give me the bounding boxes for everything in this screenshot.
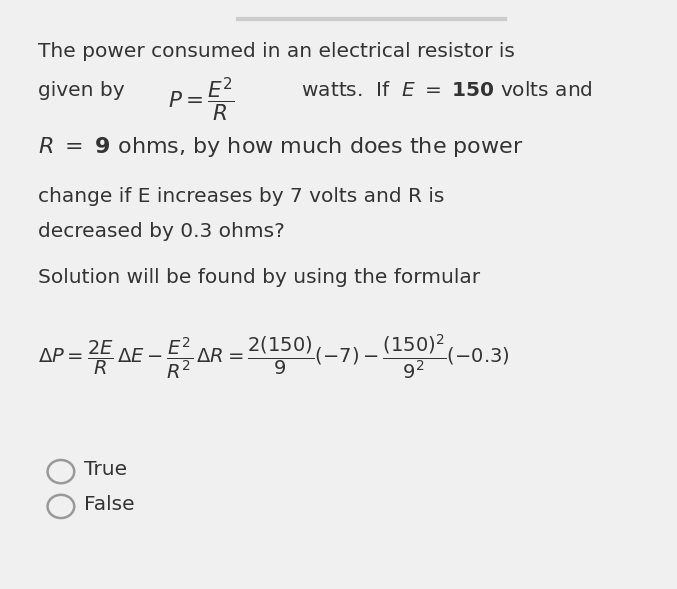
Text: $\mathit{R}$ $=$ $\mathbf{9}$ ohms, by how much does the power: $\mathit{R}$ $=$ $\mathbf{9}$ ohms, by h… bbox=[37, 135, 523, 159]
Text: change if E increases by 7 volts and R is: change if E increases by 7 volts and R i… bbox=[37, 187, 444, 206]
Text: Solution will be found by using the formular: Solution will be found by using the form… bbox=[37, 269, 480, 287]
Text: The power consumed in an electrical resistor is: The power consumed in an electrical resi… bbox=[37, 42, 515, 61]
Text: watts.  If  $\mathit{E}$ $=$ $\mathbf{150}$ volts and: watts. If $\mathit{E}$ $=$ $\mathbf{150}… bbox=[294, 81, 592, 100]
Text: True: True bbox=[84, 461, 127, 479]
Text: False: False bbox=[84, 495, 135, 514]
Text: $\mathit{P} = \dfrac{E^2}{R}$: $\mathit{P} = \dfrac{E^2}{R}$ bbox=[168, 75, 234, 123]
Text: decreased by 0.3 ohms?: decreased by 0.3 ohms? bbox=[37, 222, 284, 241]
Text: given by: given by bbox=[37, 81, 131, 100]
Text: $\Delta P = \dfrac{2E}{R}\,\Delta E - \dfrac{E^2}{R^2}\,\Delta R = \dfrac{2(150): $\Delta P = \dfrac{2E}{R}\,\Delta E - \d… bbox=[37, 332, 509, 380]
